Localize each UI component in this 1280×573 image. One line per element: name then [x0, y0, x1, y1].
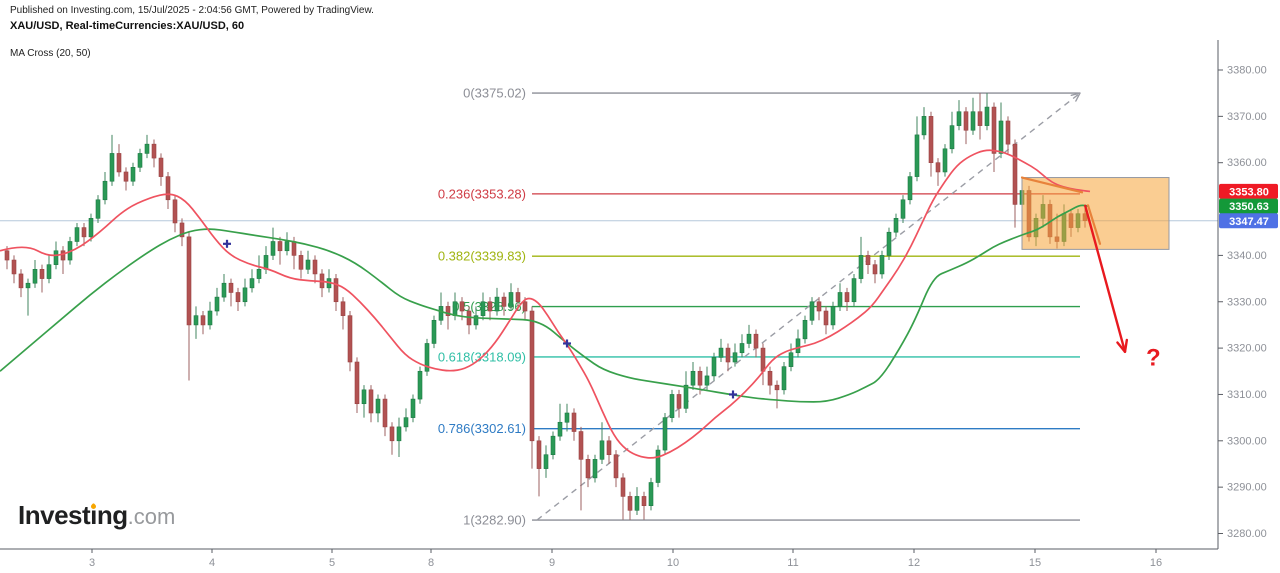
y-tick-label: 3380.00 [1227, 65, 1267, 77]
x-tick-label: 11 [787, 557, 798, 569]
y-tick-label: 3320.00 [1227, 343, 1267, 355]
published-line: Published on Investing.com, 15/Jul/2025 … [10, 5, 374, 16]
investing-logo: Investı ng.com [18, 500, 175, 531]
y-tick-label: 3370.00 [1227, 111, 1267, 123]
fib-label-0.786: 0.786(3302.61) [438, 421, 526, 436]
dashed-trendline [536, 92, 1081, 521]
x-tick-label: 10 [667, 557, 679, 569]
wedge-upper-line [1020, 176, 1084, 194]
price-tags: 3353.80 3350.63 3347.47 [1219, 183, 1278, 229]
ma-cross-indicator [0, 149, 1091, 459]
y-tick-label: 3300.00 [1227, 435, 1267, 447]
y-tick-label: 3290.00 [1227, 482, 1267, 494]
price-tag [1219, 213, 1278, 229]
x-tick-label: 8 [428, 557, 434, 569]
x-tick-label: 5 [329, 557, 335, 569]
x-tick-label: 15 [1029, 557, 1041, 569]
fib-label-0.382: 0.382(3339.83) [438, 249, 526, 264]
price-tag [1219, 183, 1278, 199]
x-tick-label: 4 [209, 557, 215, 569]
red-ma-line [0, 149, 1091, 459]
x-tick-label: 16 [1150, 557, 1162, 569]
axes: 3380.00 3370.00 3360.00 3340.00 3330.00 3320.… [0, 40, 1267, 569]
x-tick-label: 12 [908, 557, 920, 569]
logo-main: Investı ng [18, 500, 128, 530]
y-tick-label: 3280.00 [1227, 528, 1267, 540]
indicator-line: MA Cross (20, 50) [10, 48, 91, 59]
chart-header: Published on Investing.com, 15/Jul/2025 … [10, 5, 374, 59]
svg-text:3350.63: 3350.63 [1229, 201, 1269, 213]
green-ma-line [0, 204, 1089, 403]
fib-label-0: 0(3375.02) [463, 86, 526, 101]
x-tick-label: 9 [549, 557, 555, 569]
svg-text:3353.80: 3353.80 [1229, 186, 1269, 198]
y-tick-label: 3330.00 [1227, 296, 1267, 308]
x-tick-label: 3 [89, 557, 95, 569]
fib-label-0.236: 0.236(3353.28) [438, 186, 526, 201]
price-tag [1219, 198, 1278, 214]
y-tick-label: 3340.00 [1227, 250, 1267, 262]
question-mark: ? [1146, 345, 1161, 372]
fibonacci-retracement: 0(3375.02) 0.236(3353.28) 0.382(3339.83) 0.… [438, 86, 1080, 528]
breakdown-line [1086, 204, 1102, 245]
svg-text:3347.47: 3347.47 [1229, 216, 1269, 228]
fib-label-1: 1(3282.90) [463, 513, 526, 528]
logo-accent-dot [90, 502, 98, 511]
y-tick-label: 3310.00 [1227, 389, 1267, 401]
down-arrow [1083, 204, 1127, 353]
symbol-line: XAU/USD, Real-timeCurrencies:XAU/USD, 60 [10, 20, 245, 32]
y-tick-label: 3360.00 [1227, 157, 1267, 169]
drawn-annotations: ? [1020, 176, 1161, 372]
logo-suffix: .com [127, 504, 176, 529]
highlight-rectangle [1021, 177, 1170, 250]
